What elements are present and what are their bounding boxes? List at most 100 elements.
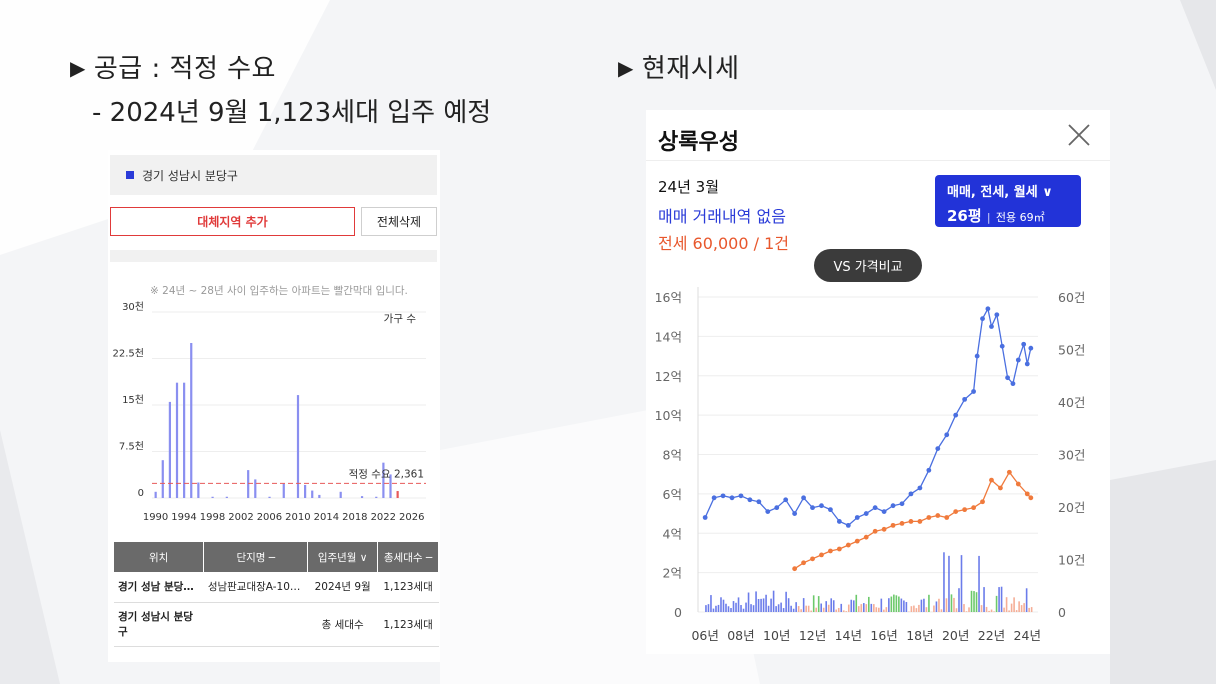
- jeonse-price-point[interactable]: [1006, 469, 1012, 475]
- sale-price-point[interactable]: [881, 509, 887, 514]
- sale-price-point[interactable]: [792, 511, 798, 516]
- sale-price-point[interactable]: [774, 505, 780, 511]
- sale-price-point[interactable]: [819, 503, 824, 509]
- sale-price-point[interactable]: [836, 519, 842, 524]
- supply-bar[interactable]: [396, 491, 399, 498]
- sale-price-point[interactable]: [989, 324, 994, 329]
- jeonse-price-point[interactable]: [863, 534, 869, 540]
- sale-price-point[interactable]: [953, 412, 959, 418]
- supply-bar[interactable]: [318, 494, 321, 498]
- sale-price-point[interactable]: [926, 467, 932, 473]
- jeonse-price-point[interactable]: [890, 522, 896, 528]
- supply-bar[interactable]: [190, 343, 193, 498]
- sale-price-point[interactable]: [908, 491, 914, 497]
- sale-price-point[interactable]: [935, 446, 941, 451]
- supply-bar[interactable]: [247, 470, 250, 498]
- sale-price-point[interactable]: [974, 353, 980, 359]
- supply-bar[interactable]: [161, 460, 164, 498]
- sale-price-point[interactable]: [944, 432, 950, 438]
- sale-price-point[interactable]: [810, 505, 815, 511]
- jeonse-price-point[interactable]: [998, 485, 1003, 491]
- supply-bar[interactable]: [225, 496, 228, 498]
- delete-all-button[interactable]: 전체삭제: [361, 207, 437, 236]
- sale-price-point[interactable]: [1024, 361, 1030, 367]
- sale-price-point[interactable]: [917, 485, 923, 491]
- sale-price-point[interactable]: [1010, 381, 1016, 387]
- column-header[interactable]: 입주년월 ∨: [307, 542, 379, 572]
- sale-price-point[interactable]: [1028, 345, 1034, 351]
- close-icon[interactable]: [1066, 122, 1092, 148]
- jeonse-price-point[interactable]: [819, 552, 824, 558]
- jeonse-price-point[interactable]: [980, 499, 985, 505]
- supply-bar[interactable]: [211, 496, 214, 498]
- sale-price-point[interactable]: [962, 396, 968, 402]
- sale-price-point[interactable]: [999, 343, 1005, 349]
- sale-price-point[interactable]: [828, 507, 833, 513]
- supply-bar[interactable]: [382, 462, 385, 498]
- sale-price-point[interactable]: [1021, 341, 1027, 347]
- sale-price-point[interactable]: [890, 503, 896, 509]
- sale-price-point[interactable]: [1015, 357, 1021, 363]
- jeonse-price-point[interactable]: [944, 515, 950, 520]
- supply-bar[interactable]: [175, 382, 179, 498]
- sale-price-point[interactable]: [702, 515, 708, 520]
- jeonse-price-point[interactable]: [1024, 491, 1030, 497]
- sale-price-point[interactable]: [863, 511, 869, 516]
- column-header[interactable]: 단지명 ─: [203, 542, 309, 572]
- jeonse-price-point[interactable]: [926, 515, 932, 520]
- jeonse-price-point[interactable]: [1015, 481, 1021, 487]
- table-row[interactable]: 경기 성남 분당… 성남판교대장A-10… 2024년 9월 1,123세대: [114, 572, 439, 603]
- sale-price-point[interactable]: [899, 501, 905, 507]
- supply-bar[interactable]: [282, 483, 285, 498]
- sale-price-point[interactable]: [985, 306, 991, 312]
- add-region-button[interactable]: 대체지역 추가: [110, 207, 355, 236]
- sale-price-point[interactable]: [994, 312, 1000, 318]
- sale-price-point[interactable]: [756, 499, 762, 505]
- region-selector[interactable]: 경기 성남시 분당구: [110, 155, 437, 195]
- jeonse-price-point[interactable]: [962, 507, 968, 513]
- jeonse-price-point[interactable]: [801, 560, 806, 566]
- sale-price-point[interactable]: [971, 389, 976, 394]
- supply-bar[interactable]: [268, 496, 271, 498]
- jeonse-price-point[interactable]: [953, 509, 959, 514]
- sale-price-point[interactable]: [738, 493, 744, 499]
- sale-price-point[interactable]: [801, 495, 806, 501]
- supply-bar[interactable]: [154, 491, 157, 498]
- supply-bar[interactable]: [183, 382, 186, 498]
- jeonse-price-point[interactable]: [971, 505, 976, 511]
- supply-bar[interactable]: [296, 395, 300, 498]
- sale-price-point[interactable]: [1005, 375, 1010, 381]
- sale-price-point[interactable]: [872, 505, 878, 511]
- sale-price-point[interactable]: [747, 497, 753, 503]
- supply-bar[interactable]: [360, 496, 364, 498]
- jeonse-price-point[interactable]: [845, 542, 851, 548]
- supply-bar[interactable]: [389, 474, 392, 498]
- jeonse-price-point[interactable]: [828, 548, 833, 554]
- jeonse-price-point[interactable]: [935, 513, 941, 518]
- jeonse-price-point[interactable]: [917, 519, 923, 524]
- sale-price-point[interactable]: [783, 497, 789, 503]
- jeonse-price-point[interactable]: [881, 526, 887, 532]
- jeonse-price-point[interactable]: [872, 528, 878, 534]
- sale-price-point[interactable]: [720, 493, 726, 499]
- column-header[interactable]: 위치: [114, 542, 205, 572]
- supply-bar[interactable]: [339, 491, 342, 498]
- supply-bar[interactable]: [254, 479, 257, 498]
- sale-price-point[interactable]: [845, 522, 851, 528]
- jeonse-price-point[interactable]: [1028, 495, 1034, 501]
- jeonse-price-point[interactable]: [908, 519, 914, 524]
- jeonse-price-point[interactable]: [792, 566, 798, 572]
- jeonse-price-point[interactable]: [899, 521, 905, 526]
- sale-price-point[interactable]: [711, 495, 717, 501]
- jeonse-price-point[interactable]: [810, 556, 815, 562]
- supply-bar[interactable]: [375, 496, 378, 498]
- trade-type-dropdown[interactable]: 매매, 전세, 월세 ∨ 26평 | 전용 69㎡: [935, 175, 1081, 227]
- supply-bar[interactable]: [304, 484, 307, 498]
- sale-price-point[interactable]: [854, 515, 860, 520]
- supply-bar[interactable]: [311, 490, 314, 498]
- sale-price-point[interactable]: [765, 509, 771, 514]
- compare-price-button[interactable]: VS 가격비교: [814, 249, 922, 282]
- supply-bar[interactable]: [197, 482, 200, 499]
- column-header[interactable]: 총세대수 ─: [377, 542, 439, 572]
- jeonse-price-point[interactable]: [989, 477, 994, 483]
